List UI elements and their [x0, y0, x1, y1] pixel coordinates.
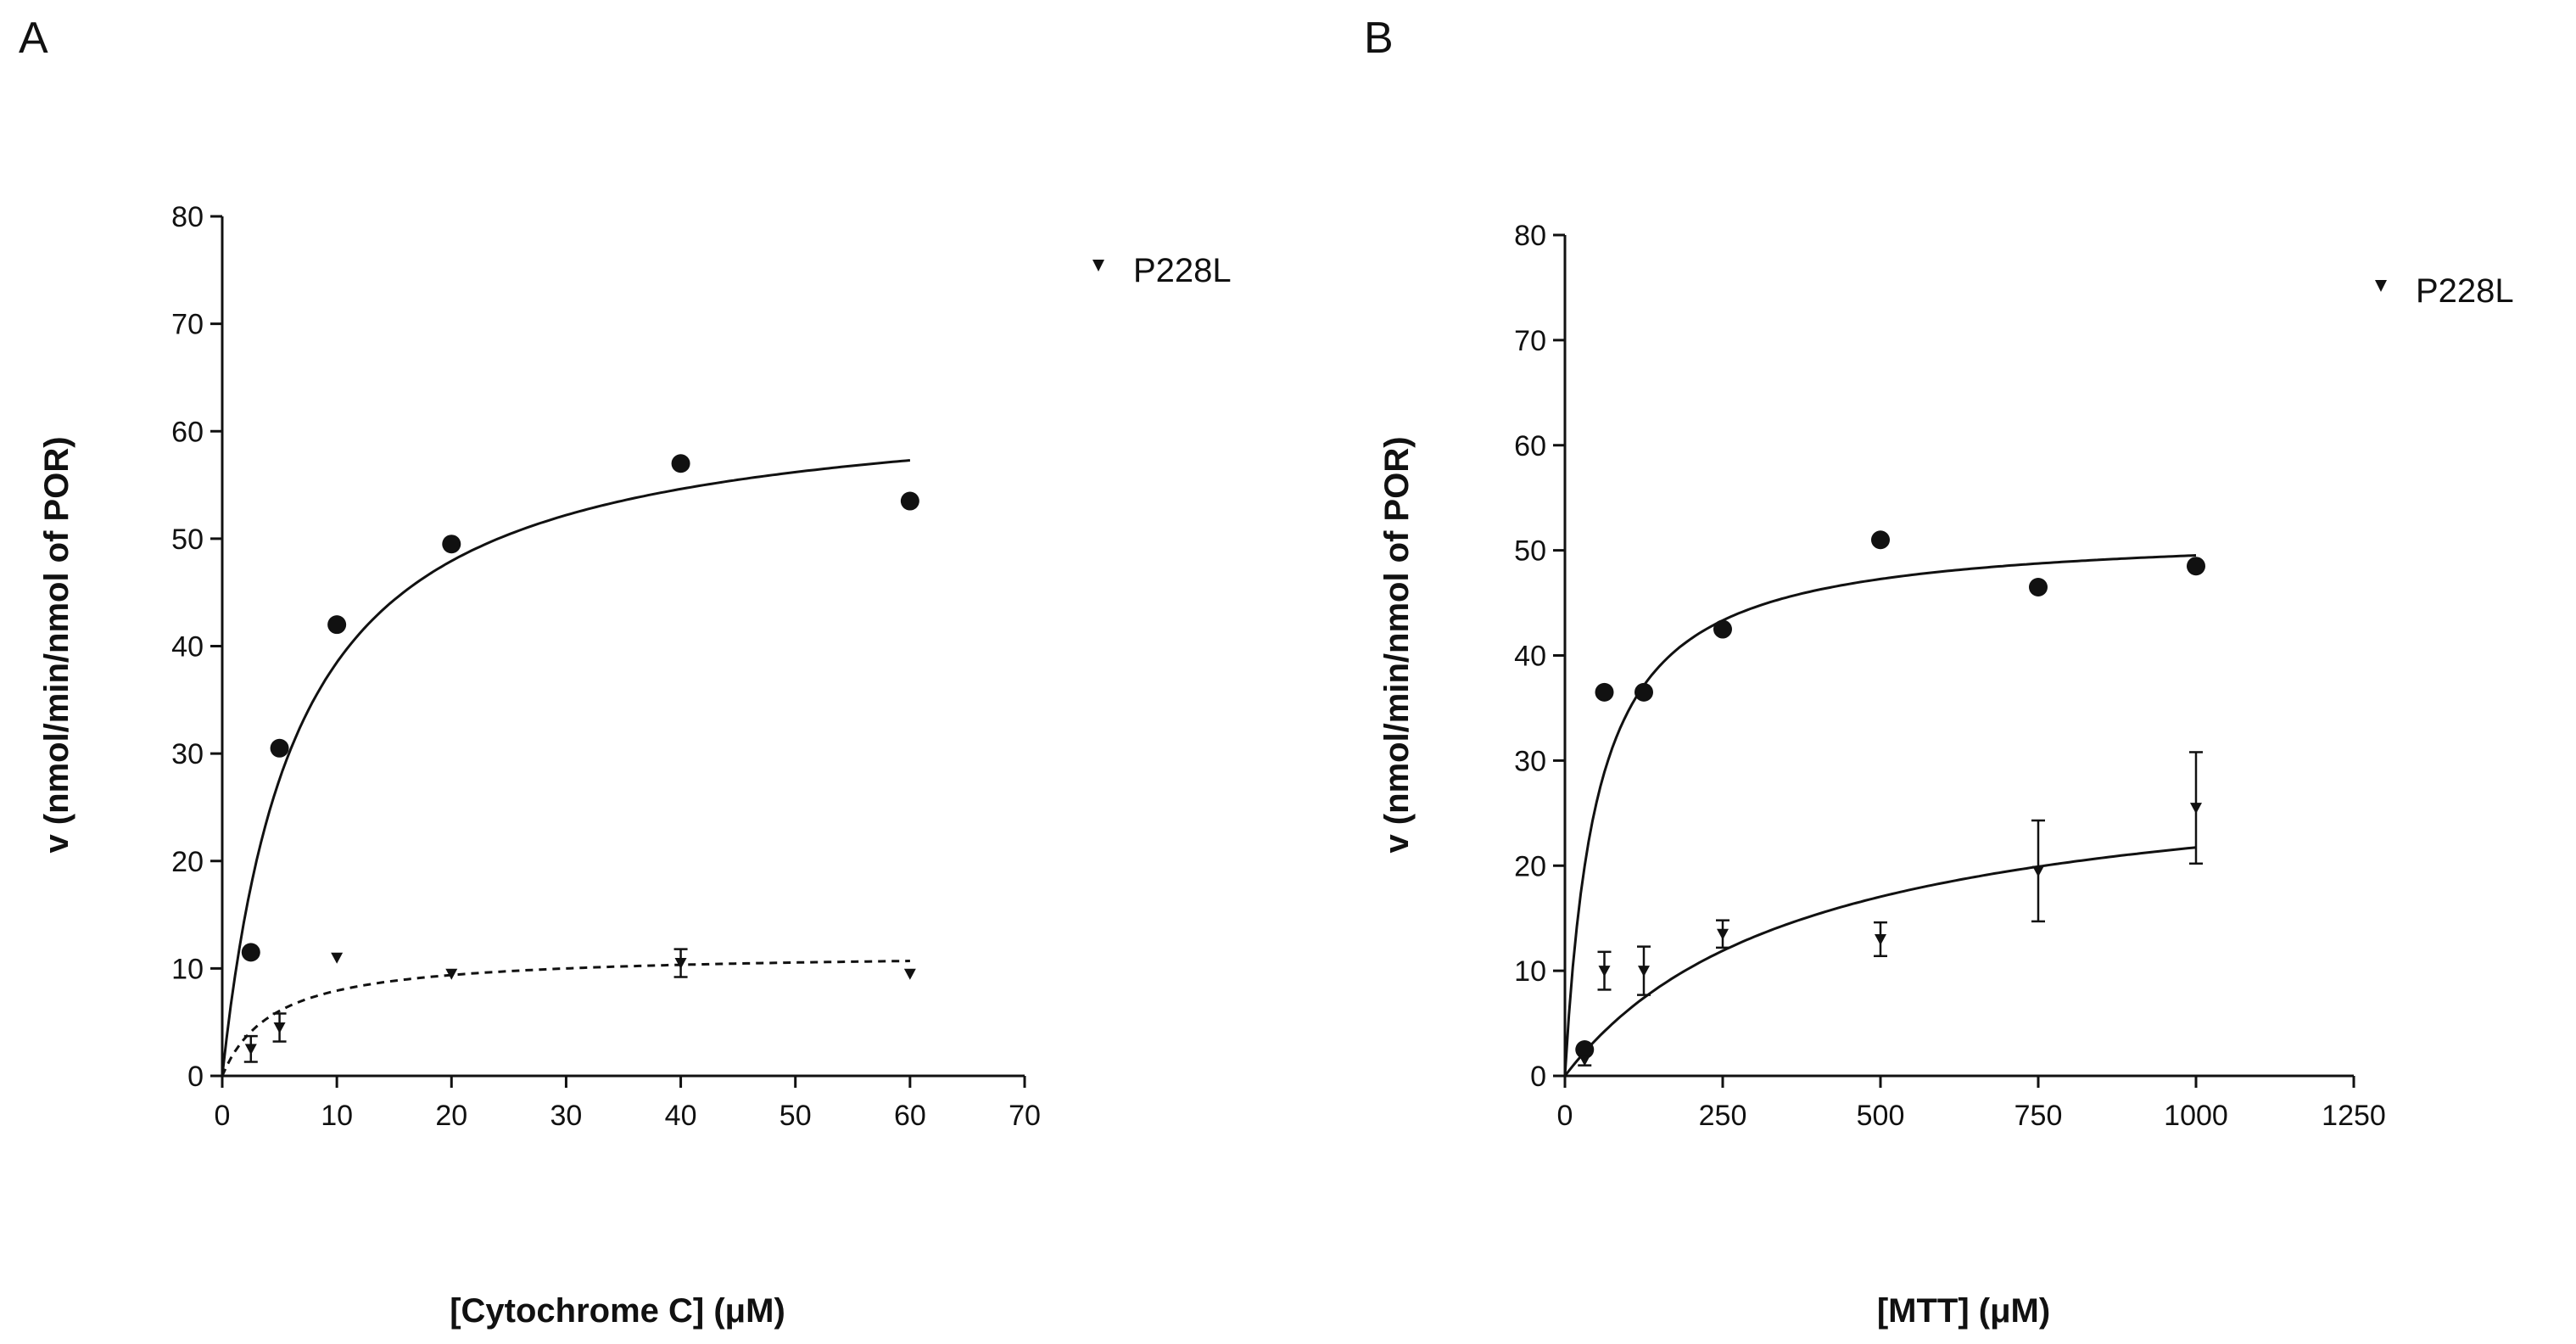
wt-data-point [1634, 682, 1653, 702]
x-tick-label: 750 [2014, 1100, 2063, 1132]
y-tick-label: 70 [1514, 325, 1546, 357]
wt-data-point [1871, 530, 1890, 550]
x-tick-label: 30 [550, 1100, 583, 1132]
p228l-data-point [1875, 933, 1886, 945]
y-tick-label: 0 [1530, 1061, 1546, 1093]
legend-triangle-marker [1092, 260, 1104, 272]
panel-a-data-points [241, 454, 919, 1063]
y-tick-label: 20 [171, 846, 204, 878]
wt-data-point [1713, 619, 1732, 639]
y-tick-label: 20 [1514, 850, 1546, 882]
x-tick-label: 1000 [2164, 1100, 2228, 1132]
panel-b-letter: B [1364, 14, 1394, 63]
panel-b-chart: B 0 250 500 750 1000 1250 0 10 20 30 40 50 60 70 80 [M… [1364, 14, 2514, 1330]
wt-fit-curve [1563, 554, 2197, 1077]
y-tick-label: 80 [1514, 220, 1546, 252]
x-tick-label: 0 [1557, 1100, 1573, 1132]
y-tick-label: 60 [171, 416, 204, 448]
panel-b-legend: P228L [2375, 272, 2514, 310]
legend-triangle-marker [2375, 280, 2387, 292]
panel-a-y-axis-title: v (nmol/min/nmol of POR) [38, 436, 75, 853]
wt-data-point [900, 491, 919, 511]
x-tick-label: 20 [435, 1100, 467, 1132]
p228l-data-point [1598, 966, 1611, 977]
y-tick-label: 30 [1514, 745, 1546, 777]
x-tick-label: 60 [894, 1100, 926, 1132]
p228l-fit-curve [1563, 846, 2197, 1077]
y-tick-label: 30 [171, 738, 204, 770]
y-tick-label: 80 [171, 201, 204, 233]
x-tick-label: 10 [321, 1100, 353, 1132]
y-tick-label: 10 [171, 953, 204, 985]
x-tick-label: 50 [780, 1100, 812, 1132]
p228l-data-point [273, 1022, 286, 1034]
y-tick-label: 50 [1514, 535, 1546, 568]
x-tick-label: 0 [215, 1100, 231, 1132]
x-tick-label: 1250 [2322, 1100, 2386, 1132]
p228l-data-point [2190, 803, 2202, 815]
panel-b-x-axis-title: [MTT] (μM) [1877, 1292, 2050, 1330]
p228l-data-point [2032, 865, 2044, 877]
p228l-data-point [674, 958, 687, 970]
y-tick-label: 70 [171, 309, 204, 341]
p228l-data-point [331, 952, 344, 964]
x-tick-label: 250 [1699, 1100, 1747, 1132]
panel-b-fit-curves [1563, 554, 2197, 1077]
wt-data-point [270, 738, 289, 758]
panel-b-legend-label: P228L [2416, 272, 2514, 310]
panel-a-fit-curves [221, 459, 911, 1077]
panel-a-legend-label: P228L [1133, 252, 1232, 289]
wt-data-point [2029, 577, 2048, 596]
p228l-data-point [1717, 928, 1729, 940]
x-tick-label: 40 [665, 1100, 697, 1132]
wt-data-point [442, 535, 461, 554]
wt-data-point [2187, 557, 2205, 576]
y-tick-label: 50 [171, 524, 204, 556]
wt-fit-curve [221, 459, 911, 1077]
panel-a-x-axis-title: [Cytochrome C] (μM) [450, 1292, 785, 1330]
y-tick-label: 0 [187, 1061, 204, 1093]
x-tick-label: 500 [1857, 1100, 1905, 1132]
panel-a-legend: P228L [1092, 252, 1232, 289]
panel-a-ticks: 0 10 20 30 40 50 60 70 0 10 20 30 40 50 60 70 80 [171, 201, 1041, 1132]
p228l-data-point [903, 968, 916, 980]
p228l-data-point [1638, 966, 1650, 977]
panel-a-letter: A [19, 14, 48, 63]
wt-data-point [327, 615, 347, 635]
p228l-data-point [244, 1044, 257, 1056]
y-tick-label: 60 [1514, 430, 1546, 462]
p228l-data-point [445, 968, 458, 980]
panel-b-data-points [1575, 530, 2205, 1067]
wt-data-point [1595, 682, 1614, 702]
wt-data-point [241, 943, 260, 962]
y-tick-label: 40 [1514, 641, 1546, 673]
p228l-fit-curve [221, 960, 910, 1077]
y-tick-label: 40 [171, 631, 204, 664]
panel-b-ticks: 0 250 500 750 1000 1250 0 10 20 30 40 50 60 70 80 [1514, 220, 2386, 1132]
wt-data-point [671, 454, 690, 473]
p228l-data-point [1579, 1055, 1591, 1067]
x-tick-label: 70 [1009, 1100, 1041, 1132]
panel-a-chart: A 0 10 20 30 40 50 60 70 0 10 20 30 40 50 60 70 80 [Cyto… [19, 14, 1232, 1330]
y-tick-label: 10 [1514, 955, 1546, 988]
panel-b-y-axis-title: v (nmol/min/nmol of POR) [1378, 436, 1416, 853]
